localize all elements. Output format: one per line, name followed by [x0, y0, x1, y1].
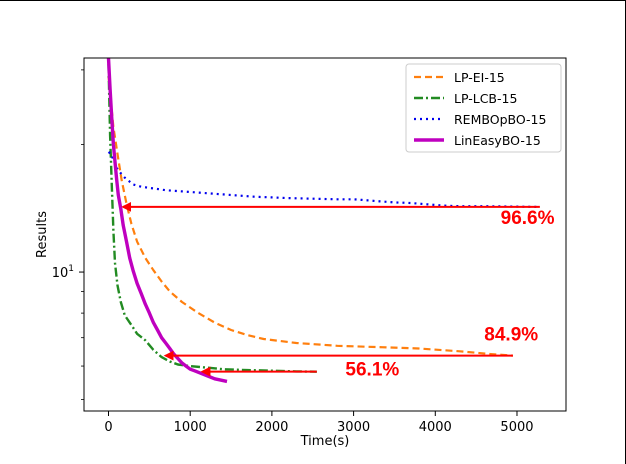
plot-area-frame	[83, 57, 567, 412]
legend-entry: LP-EI-15	[454, 70, 505, 85]
x-tick-label: 0	[104, 420, 112, 435]
legend-box	[405, 63, 562, 153]
x-axis-label: Time(s)	[300, 434, 350, 449]
x-tick-label: 2000	[255, 420, 288, 435]
legend: LP-EI-15 LP-LCB-15 REMBOpBO-15 LinEasyBO-15	[405, 63, 562, 153]
x-tick-label: 3000	[337, 420, 370, 435]
figure-top-border	[0, 0, 626, 1]
series-line-lp-ei-15	[107, 75, 513, 357]
y-axis-label: Results	[35, 211, 50, 258]
x-tick-label: 1000	[174, 420, 207, 435]
legend-entry: REMBOpBO-15	[454, 112, 546, 127]
improvement-label: 84.9%	[484, 324, 538, 345]
x-tick-label: 4000	[419, 420, 452, 435]
series-line-lineasybo-15	[106, 57, 228, 384]
legend-entry: LinEasyBO-15	[454, 133, 541, 148]
series-line-lp-lcb-15	[107, 63, 317, 373]
legend-entry: LP-LCB-15	[454, 91, 517, 106]
y-tick-label: 101	[52, 264, 74, 281]
x-tick-label: 5000	[500, 420, 533, 435]
improvement-label: 56.1%	[345, 360, 399, 381]
series-line-rembopbo-15	[107, 151, 538, 208]
improvement-label: 96.6%	[501, 208, 555, 229]
